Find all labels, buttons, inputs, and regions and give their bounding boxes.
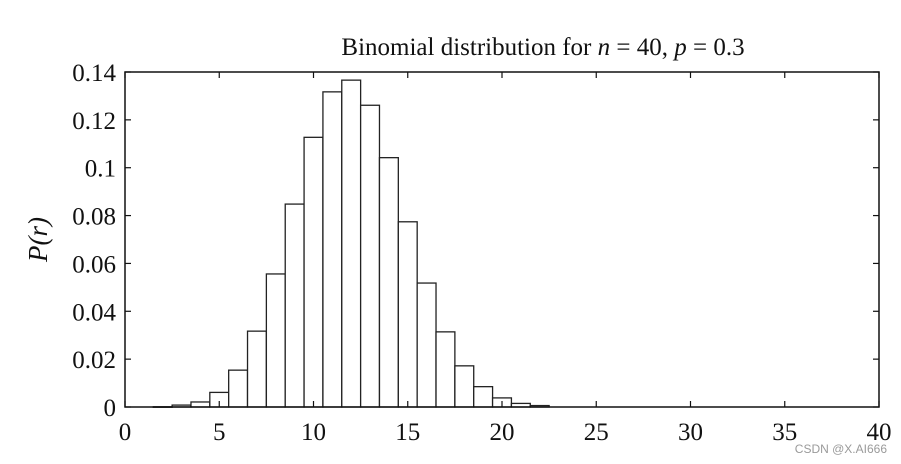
y-tick-label-5: 0.1 — [85, 156, 116, 183]
bar-r-19 — [473, 386, 494, 408]
title-prefix: Binomial distribution for — [341, 34, 597, 61]
y-tick-label-0: 0 — [104, 395, 117, 422]
y-tick-label-1: 0.02 — [72, 347, 116, 374]
x-tick-label-40: 40 — [867, 419, 892, 446]
ticks-group: 0 5 10 15 20 25 30 35 40 0 0.02 0.04 0.06 0.08 0.1 0.12… — [72, 60, 891, 446]
y-tick-label-3: 0.06 — [72, 251, 116, 278]
axes-frame — [124, 71, 880, 408]
y-tick-label-4: 0.08 — [72, 204, 116, 231]
bar-r-15 — [397, 221, 418, 408]
x-tick-label-10: 10 — [301, 419, 326, 446]
bar-r-13 — [359, 104, 381, 408]
title-p-value: = 0.3 — [687, 34, 745, 61]
bar-r-7 — [246, 330, 268, 408]
chart-title: Binomial distribution for n = 40, p = 0.… — [341, 34, 744, 61]
title-p-symbol: p — [672, 34, 687, 61]
x-tick-label-35: 35 — [772, 419, 797, 446]
y-tick-label-7: 0.14 — [72, 60, 116, 87]
x-tick-label-15: 15 — [395, 419, 420, 446]
bar-r-12 — [341, 79, 362, 408]
bar-r-18 — [454, 365, 475, 408]
bar-r-16 — [416, 282, 437, 408]
title-n-symbol: n — [598, 34, 611, 61]
x-tick-label-5: 5 — [213, 419, 226, 446]
bar-r-17 — [435, 331, 456, 408]
bars-group — [152, 79, 550, 408]
x-tick-label-30: 30 — [678, 419, 703, 446]
bar-r-6 — [228, 369, 249, 408]
x-tick-label-20: 20 — [490, 419, 515, 446]
x-tick-label-0: 0 — [119, 419, 132, 446]
bar-r-11 — [322, 91, 343, 408]
bar-r-10 — [303, 136, 324, 408]
bar-r-14 — [378, 157, 399, 408]
bar-r-4 — [190, 401, 211, 408]
y-tick-label-6: 0.12 — [72, 108, 116, 135]
bar-r-8 — [265, 273, 286, 408]
y-axis-label: P(r) — [23, 217, 53, 263]
bar-r-9 — [284, 203, 305, 408]
y-tick-label-2: 0.04 — [72, 299, 116, 326]
x-tick-label-25: 25 — [584, 419, 609, 446]
title-n-value: = 40, — [610, 34, 674, 61]
watermark: CSDN @X.AI666 — [794, 442, 887, 456]
